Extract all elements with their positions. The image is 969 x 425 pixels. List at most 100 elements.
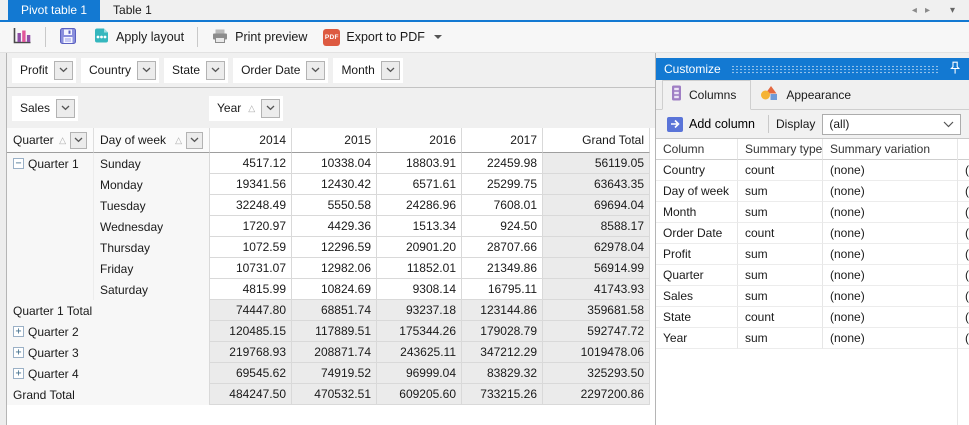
chart-button[interactable] bbox=[5, 24, 39, 51]
filter-field-country[interactable]: Country bbox=[81, 58, 159, 83]
tab-scroll-left-icon[interactable]: ◂ bbox=[912, 5, 917, 16]
expand-icon[interactable]: + bbox=[13, 368, 24, 379]
column-settings-row[interactable]: Order Datecount(none)( bbox=[656, 223, 969, 244]
value-cell[interactable]: 470532.51 bbox=[291, 384, 376, 405]
value-cell[interactable]: 325293.50 bbox=[542, 363, 650, 384]
value-cell[interactable]: 16795.11 bbox=[461, 279, 542, 300]
value-cell[interactable]: 9308.14 bbox=[376, 279, 461, 300]
filter-field-order-date[interactable]: Order Date bbox=[233, 58, 328, 83]
value-cell[interactable]: 41743.93 bbox=[542, 279, 650, 300]
value-cell[interactable]: 56119.05 bbox=[542, 153, 650, 174]
expand-icon[interactable]: + bbox=[13, 326, 24, 337]
row-field-day-of-week[interactable]: Day of week△ bbox=[94, 128, 209, 153]
column-settings-row[interactable]: Yearsum(none)( bbox=[656, 328, 969, 349]
value-cell[interactable]: 733215.26 bbox=[461, 384, 542, 405]
row-header-day[interactable]: Friday bbox=[94, 258, 209, 279]
apply-layout-button[interactable]: Apply layout bbox=[86, 24, 191, 50]
value-cell[interactable]: 12430.42 bbox=[291, 174, 376, 195]
value-cell[interactable]: 83829.32 bbox=[461, 363, 542, 384]
row-header-quarter-1-total[interactable]: Quarter 1 Total bbox=[7, 300, 209, 321]
value-cell[interactable]: 12982.06 bbox=[291, 258, 376, 279]
value-cell[interactable]: 347212.29 bbox=[461, 342, 542, 363]
column-header-2015[interactable]: 2015 bbox=[291, 128, 376, 153]
save-button[interactable] bbox=[52, 24, 84, 51]
value-cell[interactable]: 96999.04 bbox=[376, 363, 461, 384]
value-cell[interactable]: 5550.58 bbox=[291, 195, 376, 216]
value-cell[interactable]: 10824.69 bbox=[291, 279, 376, 300]
value-cell[interactable]: 179028.79 bbox=[461, 321, 542, 342]
value-cell[interactable]: 1720.97 bbox=[209, 216, 291, 237]
value-cell[interactable]: 69694.04 bbox=[542, 195, 650, 216]
value-cell[interactable]: 7608.01 bbox=[461, 195, 542, 216]
value-cell[interactable]: 74919.52 bbox=[291, 363, 376, 384]
value-cell[interactable]: 924.50 bbox=[461, 216, 542, 237]
value-cell[interactable]: 74447.80 bbox=[209, 300, 291, 321]
row-header-quarter-4[interactable]: +Quarter 4 bbox=[7, 363, 209, 384]
grid-header-column[interactable]: Column bbox=[656, 139, 737, 160]
value-cell[interactable]: 18803.91 bbox=[376, 153, 461, 174]
add-column-button[interactable]: Add column bbox=[661, 115, 761, 134]
value-cell[interactable]: 10338.04 bbox=[291, 153, 376, 174]
value-cell[interactable]: 68851.74 bbox=[291, 300, 376, 321]
value-cell[interactable]: 243625.11 bbox=[376, 342, 461, 363]
value-cell[interactable]: 175344.26 bbox=[376, 321, 461, 342]
value-cell[interactable]: 20901.20 bbox=[376, 237, 461, 258]
field-year-dropdown-button[interactable] bbox=[261, 99, 280, 118]
value-cell[interactable]: 32248.49 bbox=[209, 195, 291, 216]
column-header-2016[interactable]: 2016 bbox=[376, 128, 461, 153]
filter-field-dropdown-button[interactable] bbox=[206, 61, 225, 80]
tab-list-dropdown-icon[interactable]: ▾ bbox=[950, 5, 955, 16]
column-settings-row[interactable]: Quartersum(none)( bbox=[656, 265, 969, 286]
row-header-quarter-2[interactable]: +Quarter 2 bbox=[7, 321, 209, 342]
value-cell[interactable]: 12296.59 bbox=[291, 237, 376, 258]
value-cell[interactable]: 123144.86 bbox=[461, 300, 542, 321]
value-cell[interactable]: 609205.60 bbox=[376, 384, 461, 405]
value-cell[interactable]: 24286.96 bbox=[376, 195, 461, 216]
field-sales[interactable]: Sales bbox=[12, 96, 78, 121]
value-cell[interactable]: 63643.35 bbox=[542, 174, 650, 195]
column-settings-row[interactable]: Profitsum(none)( bbox=[656, 244, 969, 265]
column-header-grand-total[interactable]: Grand Total bbox=[542, 128, 650, 153]
filter-field-dropdown-button[interactable] bbox=[381, 61, 400, 80]
value-cell[interactable]: 6571.61 bbox=[376, 174, 461, 195]
value-cell[interactable]: 22459.98 bbox=[461, 153, 542, 174]
value-cell[interactable]: 592747.72 bbox=[542, 321, 650, 342]
value-cell[interactable]: 11852.01 bbox=[376, 258, 461, 279]
value-cell[interactable]: 1072.59 bbox=[209, 237, 291, 258]
value-cell[interactable]: 2297200.86 bbox=[542, 384, 650, 405]
value-cell[interactable]: 56914.99 bbox=[542, 258, 650, 279]
tab-columns[interactable]: Columns bbox=[662, 80, 751, 110]
filter-field-dropdown-button[interactable] bbox=[54, 61, 73, 80]
tab-scroll-right-icon[interactable]: ▸ bbox=[925, 5, 930, 16]
row-field-quarter[interactable]: Quarter△ bbox=[7, 128, 94, 153]
column-header-2017[interactable]: 2017 bbox=[461, 128, 542, 153]
row-header-day[interactable]: Sunday bbox=[94, 153, 209, 174]
field-year[interactable]: Year △ bbox=[209, 96, 283, 121]
value-cell[interactable]: 62978.04 bbox=[542, 237, 650, 258]
expand-icon[interactable]: + bbox=[13, 347, 24, 358]
pin-icon[interactable] bbox=[949, 61, 961, 78]
value-cell[interactable]: 117889.51 bbox=[291, 321, 376, 342]
print-preview-button[interactable]: Print preview bbox=[204, 25, 314, 50]
row-header-quarter[interactable]: −Quarter 1 bbox=[7, 153, 94, 174]
value-cell[interactable]: 8588.17 bbox=[542, 216, 650, 237]
column-settings-row[interactable]: Day of weeksum(none)( bbox=[656, 181, 969, 202]
value-cell[interactable]: 219768.93 bbox=[209, 342, 291, 363]
filter-field-month[interactable]: Month bbox=[333, 58, 402, 83]
row-header-quarter-3[interactable]: +Quarter 3 bbox=[7, 342, 209, 363]
export-pdf-button[interactable]: PDF Export to PDF bbox=[316, 26, 449, 49]
column-settings-row[interactable]: Statecount(none)( bbox=[656, 307, 969, 328]
row-header-grand-total[interactable]: Grand Total bbox=[7, 384, 209, 405]
row-header-day[interactable]: Wednesday bbox=[94, 216, 209, 237]
column-settings-row[interactable]: Monthsum(none)( bbox=[656, 202, 969, 223]
value-cell[interactable]: 120485.15 bbox=[209, 321, 291, 342]
value-cell[interactable]: 4429.36 bbox=[291, 216, 376, 237]
row-header-day[interactable]: Monday bbox=[94, 174, 209, 195]
column-settings-row[interactable]: Countrycount(none)( bbox=[656, 160, 969, 181]
column-header-2014[interactable]: 2014 bbox=[209, 128, 291, 153]
value-cell[interactable]: 10731.07 bbox=[209, 258, 291, 279]
filter-field-dropdown-button[interactable] bbox=[137, 61, 156, 80]
value-cell[interactable]: 1019478.06 bbox=[542, 342, 650, 363]
grid-header-summary-type[interactable]: Summary type bbox=[737, 139, 822, 160]
tab-table-1[interactable]: Table 1 bbox=[100, 0, 165, 20]
